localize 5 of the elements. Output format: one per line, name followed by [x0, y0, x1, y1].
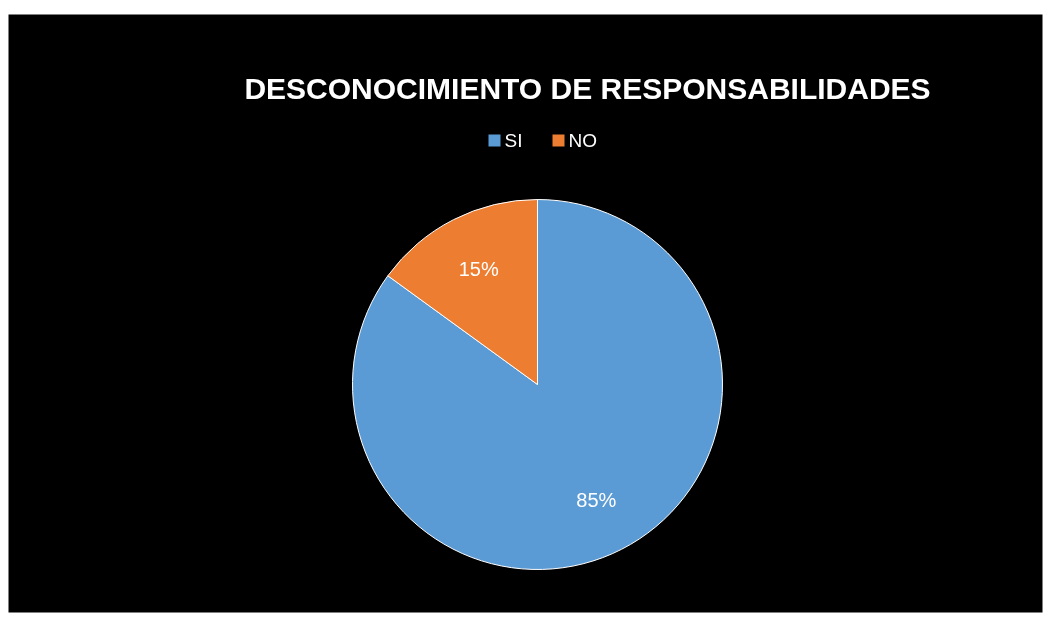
chart-title: DESCONOCIMIENTO DE RESPONSABILIDADES — [244, 72, 931, 105]
legend-label: NO — [568, 130, 597, 151]
legend-label: SI — [504, 130, 523, 151]
data-label: 85% — [576, 488, 617, 511]
data-label: 15% — [458, 258, 499, 281]
